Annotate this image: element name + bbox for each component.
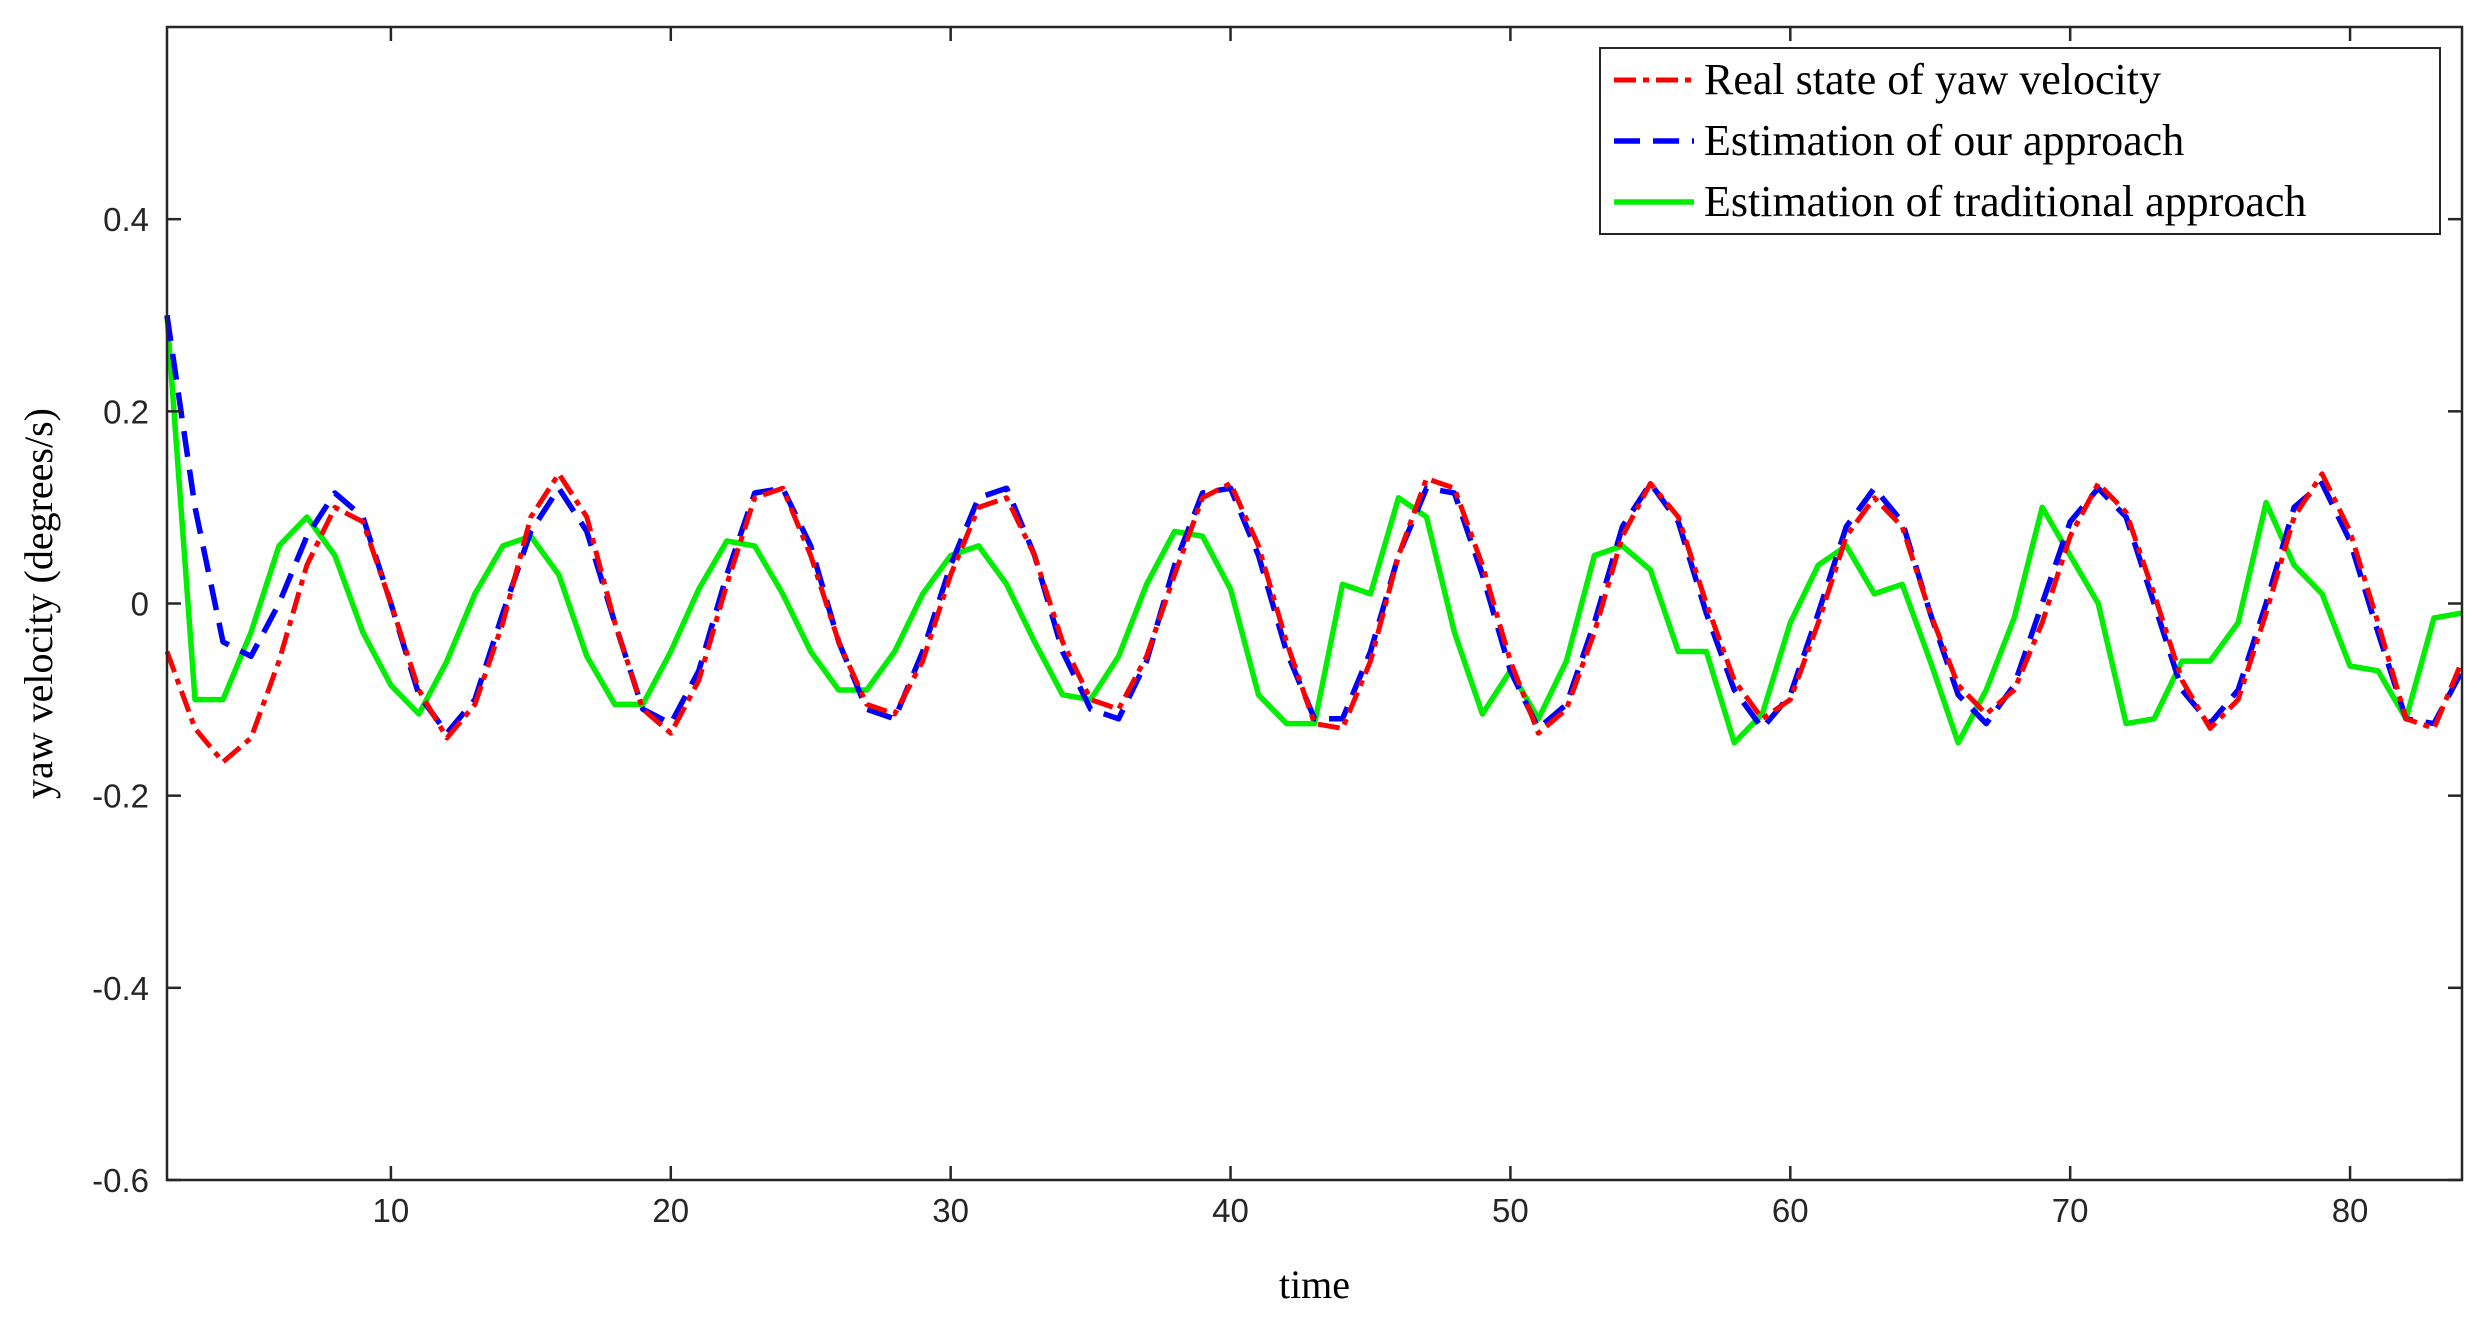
- series-line-0: [164, 471, 2465, 765]
- x-tick-label: 80: [2332, 1192, 2369, 1229]
- series-layer: [164, 314, 2465, 765]
- x-tick-label: 10: [373, 1192, 410, 1229]
- legend-label-traditional-approach: Estimation of traditional approach: [1704, 177, 2306, 226]
- x-axis-title: time: [1279, 1262, 1350, 1307]
- ticks-layer: 10 20 30 40 50 60 70 80 -0.6 -0.4 -0.2 0 0.2 0.4: [92, 27, 2462, 1229]
- series-line-1: [164, 314, 2465, 736]
- y-axis-title: yaw velocity (degrees/s): [16, 408, 61, 799]
- x-tick-label: 70: [2052, 1192, 2089, 1229]
- y-tick-label: 0.2: [103, 393, 149, 430]
- x-tick-label: 20: [652, 1192, 689, 1229]
- y-tick-label: -0.6: [92, 1162, 149, 1199]
- y-tick-label: -0.2: [92, 778, 149, 815]
- y-tick-label: 0.4: [103, 201, 149, 238]
- x-tick-label: 60: [1772, 1192, 1809, 1229]
- series-line-2: [164, 315, 2463, 746]
- legend-label-real-state: Real state of yaw velocity: [1704, 55, 2161, 104]
- x-tick-label: 40: [1212, 1192, 1249, 1229]
- legend-label-our-approach: Estimation of our approach: [1704, 116, 2184, 165]
- legend: Real state of yaw velocity Estimation of…: [1599, 47, 2441, 235]
- y-tick-label: 0: [131, 586, 149, 623]
- y-tick-label: -0.4: [92, 970, 149, 1007]
- legend-box: [1599, 47, 2441, 235]
- x-tick-label: 30: [932, 1192, 969, 1229]
- x-tick-label: 50: [1492, 1192, 1529, 1229]
